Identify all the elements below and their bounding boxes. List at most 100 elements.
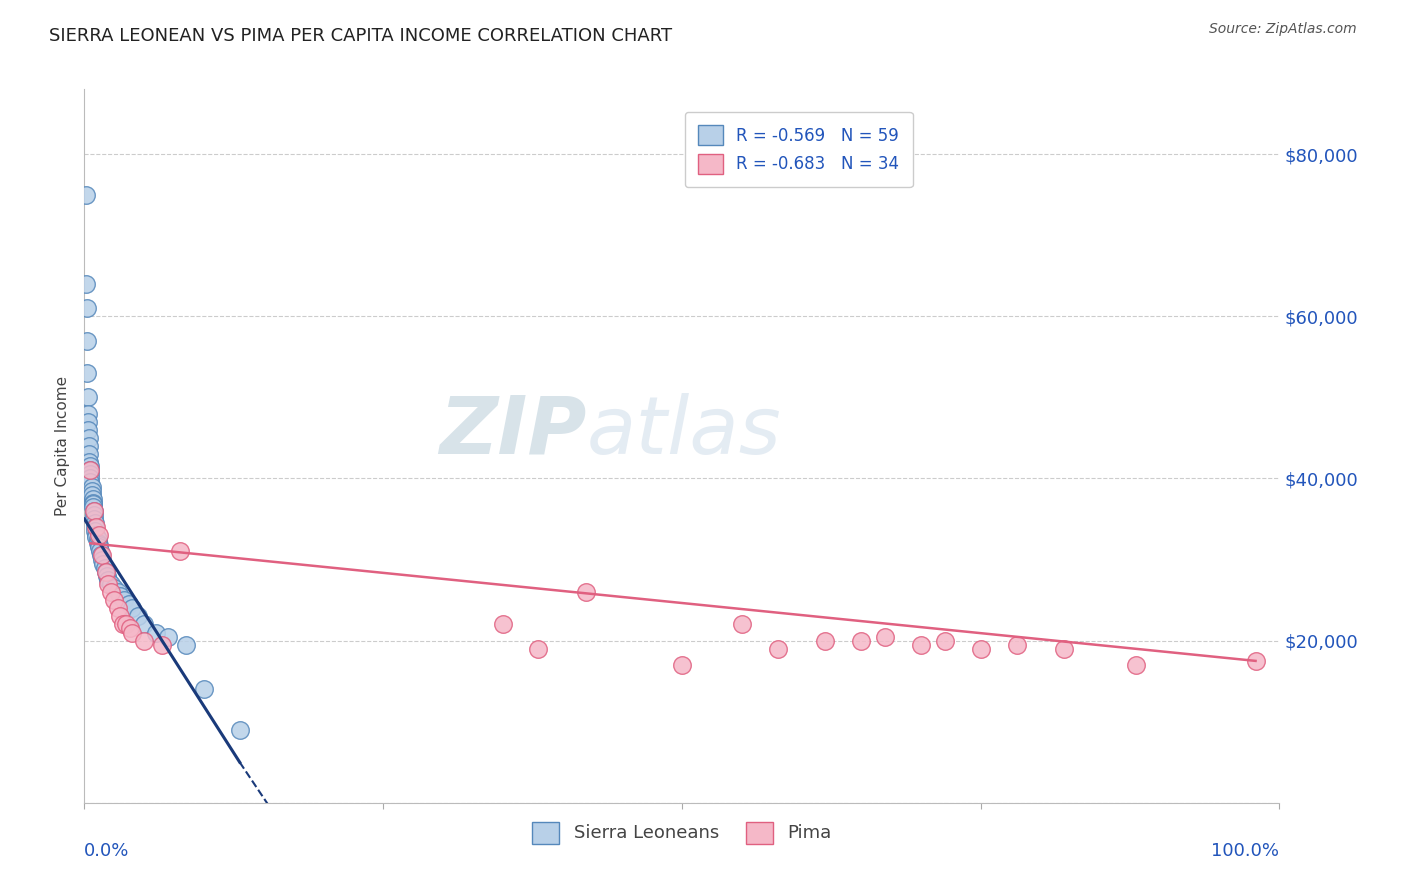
Point [851, 633, 873, 648]
Point [100, 577, 122, 591]
Point [103, 593, 125, 607]
Point [83, 504, 105, 518]
Point [79, 467, 101, 482]
Point [229, 723, 252, 737]
Point [150, 638, 173, 652]
Point [193, 682, 215, 697]
Point [1125, 657, 1147, 672]
Point [575, 585, 598, 599]
Point [82, 497, 104, 511]
Text: 0.0%: 0.0% [84, 842, 129, 860]
Point [84, 524, 107, 538]
Point [118, 622, 141, 636]
Point [103, 581, 125, 595]
Point [75, 277, 97, 291]
Point [100, 585, 122, 599]
Point [79, 475, 101, 490]
Point [97, 577, 120, 591]
Point [87, 541, 110, 555]
Point [814, 633, 837, 648]
Point [83, 504, 105, 518]
Point [84, 520, 107, 534]
Point [76, 334, 98, 348]
Point [87, 528, 110, 542]
Point [77, 439, 100, 453]
Point [91, 552, 114, 566]
Text: Source: ZipAtlas.com: Source: ZipAtlas.com [1209, 22, 1357, 37]
Point [94, 565, 117, 579]
Point [527, 641, 550, 656]
Point [77, 431, 100, 445]
Point [174, 638, 197, 652]
Point [80, 488, 103, 502]
Point [107, 585, 129, 599]
Point [77, 390, 100, 404]
Legend: Sierra Leoneans, Pima: Sierra Leoneans, Pima [517, 807, 846, 858]
Point [84, 516, 107, 530]
Point [77, 447, 100, 461]
Point [157, 630, 180, 644]
Point [82, 491, 104, 506]
Point [86, 533, 108, 547]
Point [87, 538, 110, 552]
Point [121, 601, 143, 615]
Point [121, 625, 143, 640]
Point [79, 459, 101, 474]
Point [82, 500, 104, 514]
Point [89, 544, 111, 558]
Point [127, 609, 149, 624]
Text: atlas: atlas [586, 392, 782, 471]
Point [110, 589, 132, 603]
Y-axis label: Per Capita Income: Per Capita Income [55, 376, 70, 516]
Point [76, 301, 98, 315]
Point [169, 544, 191, 558]
Point [91, 549, 114, 563]
Point [96, 568, 118, 582]
Text: 100.0%: 100.0% [1212, 842, 1279, 860]
Point [86, 528, 108, 542]
Point [90, 549, 112, 563]
Point [110, 609, 132, 624]
Point [766, 641, 789, 656]
Point [117, 597, 139, 611]
Point [731, 617, 754, 632]
Point [132, 617, 156, 632]
Point [86, 520, 108, 534]
Point [79, 463, 101, 477]
Point [83, 508, 105, 522]
Point [112, 593, 135, 607]
Point [77, 423, 100, 437]
Text: ZIP: ZIP [439, 392, 586, 471]
Point [80, 479, 103, 493]
Point [1244, 654, 1267, 668]
Point [107, 601, 129, 615]
Point [77, 415, 100, 429]
Text: SIERRA LEONEAN VS PIMA PER CAPITA INCOME CORRELATION CHART: SIERRA LEONEAN VS PIMA PER CAPITA INCOME… [49, 27, 672, 45]
Point [970, 641, 993, 656]
Point [79, 471, 101, 485]
Point [492, 617, 515, 632]
Point [80, 483, 103, 498]
Point [93, 560, 115, 574]
Point [97, 573, 120, 587]
Point [76, 366, 98, 380]
Point [671, 657, 693, 672]
Point [86, 536, 108, 550]
Point [1005, 638, 1028, 652]
Point [910, 638, 932, 652]
Point [83, 512, 105, 526]
Point [94, 565, 117, 579]
Point [875, 630, 897, 644]
Point [75, 187, 97, 202]
Point [145, 625, 167, 640]
Point [934, 633, 956, 648]
Point [79, 463, 101, 477]
Point [132, 633, 156, 648]
Point [1053, 641, 1076, 656]
Point [82, 496, 104, 510]
Point [77, 455, 100, 469]
Point [111, 617, 134, 632]
Point [86, 530, 108, 544]
Point [115, 617, 138, 632]
Point [93, 557, 115, 571]
